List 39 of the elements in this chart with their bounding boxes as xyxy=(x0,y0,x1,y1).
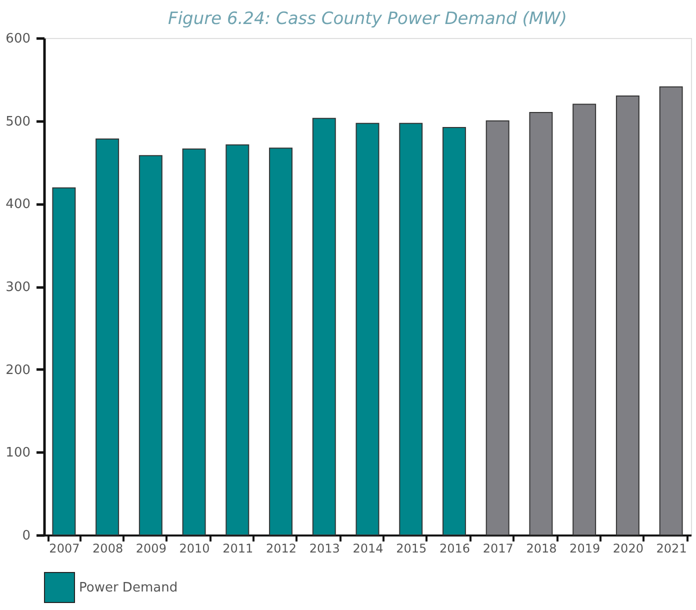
y-tick-label: 100 xyxy=(6,446,30,461)
bar xyxy=(616,95,640,536)
x-tick-label: 2020 xyxy=(612,542,644,556)
x-tick-label: 2010 xyxy=(179,542,210,556)
y-tick-label: 500 xyxy=(6,114,30,130)
x-tick-label: 2021 xyxy=(656,542,687,556)
bar xyxy=(442,126,466,536)
bar xyxy=(226,144,250,536)
x-tick-label: 2017 xyxy=(482,542,514,556)
bar xyxy=(356,122,380,536)
x-tick-label: 2015 xyxy=(396,542,427,556)
x-tick-label: 2012 xyxy=(266,542,297,556)
bar xyxy=(96,138,120,536)
bar xyxy=(659,86,683,536)
chart-title: Figure 6.24: Cass County Power Demand (MW) xyxy=(168,9,567,29)
y-tick-label: 400 xyxy=(6,197,30,212)
bar xyxy=(312,118,336,536)
x-tick-label: 2018 xyxy=(526,542,557,556)
y-tick-label: 0 xyxy=(22,528,30,544)
bar xyxy=(182,148,206,536)
bar xyxy=(52,187,76,536)
bar xyxy=(138,155,162,536)
bar xyxy=(572,104,596,536)
bar xyxy=(399,122,423,536)
x-tick-label: 2011 xyxy=(222,542,254,556)
y-tick-label: 300 xyxy=(6,280,30,295)
x-tick-label: 2007 xyxy=(49,542,80,556)
x-tick-label: 2016 xyxy=(439,542,470,556)
x-tick-label: 2013 xyxy=(309,542,340,556)
bar xyxy=(486,120,510,536)
x-tick-label: 2008 xyxy=(92,542,124,556)
y-tick-label: 200 xyxy=(6,362,30,378)
x-tick-label: 2019 xyxy=(570,542,600,556)
y-tick-label: 600 xyxy=(6,32,30,46)
bar xyxy=(269,148,293,536)
bar xyxy=(529,112,553,536)
x-tick-label: 2014 xyxy=(352,542,384,556)
legend-label: Power Demand xyxy=(79,580,178,596)
x-tick-label: 2009 xyxy=(136,542,166,556)
